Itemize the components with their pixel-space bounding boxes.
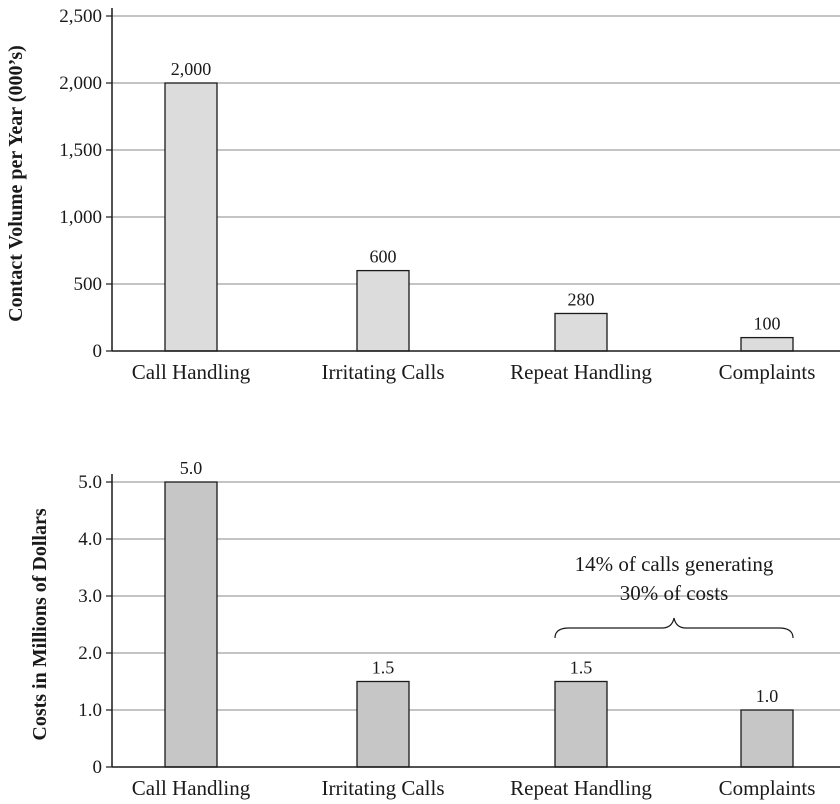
x-tick-label: Complaints xyxy=(719,776,816,800)
y-tick-label: 3.0 xyxy=(78,586,102,607)
annotation-brace xyxy=(554,617,794,639)
data-label-irritating-calls: 600 xyxy=(370,247,397,267)
annotation-line-1: 14% of calls generating xyxy=(575,552,774,576)
costs-chart: 0 1.0 2.0 3.0 4.0 5.0 Call Handling Irritating… xyxy=(29,458,840,800)
y-tick-label: 2,000 xyxy=(59,73,102,94)
x-tick-label: Complaints xyxy=(719,360,816,384)
x-tick-label: Irritating Calls xyxy=(321,776,444,800)
bars xyxy=(164,82,794,352)
y-tick-label: 1,000 xyxy=(59,207,102,228)
y-tick-label: 500 xyxy=(74,274,103,295)
y-tick-label: 0 xyxy=(93,341,103,362)
data-label-complaints: 1.0 xyxy=(756,686,779,706)
bar-repeat-handling xyxy=(554,680,608,768)
bar-irritating-calls xyxy=(356,680,410,768)
y-tick-label: 1,500 xyxy=(59,140,102,161)
bar-repeat-handling xyxy=(554,312,608,352)
data-label-call-handling: 5.0 xyxy=(180,458,203,478)
y-tick-label: 2,500 xyxy=(59,6,102,27)
gridlines xyxy=(112,15,840,285)
bars xyxy=(164,481,794,768)
bar-complaints xyxy=(740,336,794,352)
cost-annotation: 14% of calls generating 30% of costs xyxy=(554,552,794,639)
bar-call-handling xyxy=(164,481,218,768)
bar-irritating-calls xyxy=(356,269,410,352)
x-tick-label: Repeat Handling xyxy=(510,360,652,384)
data-label-call-handling: 2,000 xyxy=(171,59,212,79)
axes xyxy=(106,474,840,768)
y-tick-label: 0 xyxy=(93,757,103,778)
contact-volume-chart: 0 500 1,000 1,500 2,000 2,500 Call Handling Ir… xyxy=(5,6,840,384)
data-label-repeat-handling: 280 xyxy=(568,289,595,309)
annotation-line-2: 30% of costs xyxy=(620,581,729,605)
data-label-irritating-calls: 1.5 xyxy=(372,658,395,678)
y-tick-label: 5.0 xyxy=(78,472,102,493)
x-tick-labels: Call Handling Irritating Calls Repeat Hand… xyxy=(132,776,816,800)
data-labels: 2,000 600 280 100 xyxy=(171,59,781,334)
x-tick-label: Call Handling xyxy=(132,776,251,800)
x-tick-label: Call Handling xyxy=(132,360,251,384)
x-tick-label: Irritating Calls xyxy=(321,360,444,384)
data-label-repeat-handling: 1.5 xyxy=(570,658,593,678)
bar-complaints xyxy=(740,709,794,768)
bar-call-handling xyxy=(164,82,218,352)
y-tick-labels: 0 1.0 2.0 3.0 4.0 5.0 xyxy=(78,472,102,778)
data-label-complaints: 100 xyxy=(754,314,781,334)
y-tick-label: 1.0 xyxy=(78,700,102,721)
data-labels: 5.0 1.5 1.5 1.0 xyxy=(180,458,779,706)
gridlines xyxy=(112,481,840,711)
y-axis-title: Costs in Millions of Dollars xyxy=(29,508,51,740)
y-axis-title: Contact Volume per Year (000’s) xyxy=(5,45,27,322)
y-tick-label: 2.0 xyxy=(78,643,102,664)
x-tick-labels: Call Handling Irritating Calls Repeat Hand… xyxy=(132,360,816,384)
y-tick-label: 4.0 xyxy=(78,529,102,550)
axes xyxy=(106,8,840,352)
x-tick-label: Repeat Handling xyxy=(510,776,652,800)
y-tick-labels: 0 500 1,000 1,500 2,000 2,500 xyxy=(59,6,102,362)
